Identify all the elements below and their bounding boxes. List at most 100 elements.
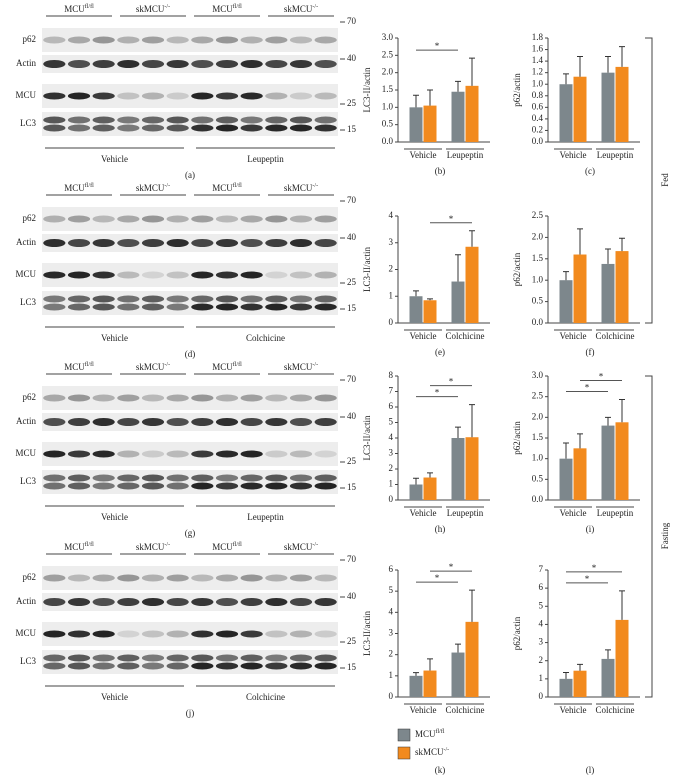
blot-strip	[42, 291, 338, 315]
significance-mark: *	[435, 388, 440, 398]
blot-band	[67, 394, 91, 402]
blot-band	[117, 303, 140, 311]
condition-label: Colchicine	[246, 333, 285, 343]
blot-strip	[42, 263, 338, 287]
blot-band	[141, 60, 165, 68]
error-bar	[455, 254, 461, 282]
panel-letter: (k)	[435, 765, 446, 775]
y-axis-label: LC3-II/actin	[362, 611, 372, 656]
blot-group-label-sup: fl/fl	[233, 3, 242, 10]
blot-band	[265, 574, 288, 582]
y-tick-label: 3	[539, 637, 544, 647]
error-bar	[413, 672, 419, 676]
x-tick-label: Leupeptin	[597, 150, 634, 160]
bar	[451, 281, 465, 323]
blot-band	[43, 574, 66, 582]
blot-band	[289, 474, 313, 482]
blot-group-label-base: MCU	[64, 4, 85, 14]
y-tick-label: 7	[539, 564, 544, 574]
blot-band	[67, 271, 91, 279]
blot-band	[67, 295, 91, 303]
bar	[573, 76, 587, 142]
blot-band	[141, 239, 165, 247]
bar	[573, 448, 587, 500]
marker-label: 40	[347, 411, 357, 421]
bar	[423, 670, 437, 697]
error-bar	[563, 442, 569, 459]
blot-band	[92, 630, 115, 638]
blot-band	[314, 418, 337, 426]
blot-band	[141, 116, 165, 124]
blot-band	[314, 239, 337, 247]
blot-band	[43, 450, 66, 458]
blot-group-label-base: MCU	[64, 183, 85, 193]
bar	[573, 254, 587, 323]
y-tick-label: 0.8	[532, 90, 544, 100]
error-bar	[605, 649, 611, 659]
bar	[573, 670, 587, 697]
blot-band	[191, 116, 214, 124]
blot-band	[117, 271, 140, 279]
blot-band	[289, 630, 313, 638]
x-tick-label: Colchicine	[446, 331, 485, 341]
blot-band	[215, 394, 239, 402]
blot-band	[240, 215, 263, 223]
bar	[615, 422, 629, 500]
blot-band	[215, 474, 239, 482]
error-bar	[605, 248, 611, 264]
blot-band	[67, 574, 91, 582]
blot-band	[265, 303, 288, 311]
y-tick-label: 4	[389, 210, 394, 220]
bar	[559, 678, 573, 697]
blot-band	[240, 630, 263, 638]
bar	[409, 484, 423, 500]
y-tick-label: 1	[389, 479, 394, 489]
legend-label: MCUfl/fl	[415, 728, 445, 739]
blot-group-label-sup: -/-	[164, 542, 170, 548]
significance-mark: *	[599, 372, 604, 382]
blot-band	[265, 418, 288, 426]
blot-group-label: MCUfl/fl	[64, 182, 94, 193]
blot-strip	[42, 470, 338, 494]
blot-band	[215, 215, 239, 223]
y-tick-label: 3	[389, 448, 394, 458]
blot-band	[117, 662, 140, 670]
blot-band	[166, 662, 189, 670]
y-axis-label: p62/actin	[512, 73, 522, 107]
panel-letter: (c)	[585, 166, 595, 176]
blot-band	[43, 92, 66, 100]
blot-group-label-base: skMCU	[136, 183, 165, 193]
y-tick-label: 0.0	[532, 317, 544, 327]
blot-band	[191, 215, 214, 223]
blot-band	[289, 598, 313, 606]
y-tick-label: 5	[389, 417, 394, 427]
blot-band	[191, 654, 214, 662]
condition-label: Colchicine	[246, 692, 285, 702]
blot-band	[166, 92, 189, 100]
blot-band	[191, 450, 214, 458]
blot-band	[240, 124, 263, 132]
blot-band	[117, 215, 140, 223]
blot-band	[215, 418, 239, 426]
blot-band	[117, 239, 140, 247]
blot-band	[215, 92, 239, 100]
bar	[615, 619, 629, 697]
blot-band	[166, 36, 189, 44]
blot-band	[43, 295, 66, 303]
blot-band	[141, 450, 165, 458]
y-tick-label: 6	[389, 401, 394, 411]
error-bar	[455, 80, 461, 92]
y-tick-label: 1	[539, 673, 544, 683]
blot-band	[215, 60, 239, 68]
y-tick-label: 1.5	[382, 84, 394, 94]
blot-band	[67, 215, 91, 223]
blot-band	[117, 295, 140, 303]
bar	[465, 246, 479, 323]
blot-strip	[42, 593, 338, 611]
error-bar	[577, 663, 583, 671]
blot-band	[141, 36, 165, 44]
blot-band	[265, 450, 288, 458]
panel-letter: (g)	[185, 528, 196, 538]
blot-band	[191, 662, 214, 670]
blot-band	[92, 36, 115, 44]
